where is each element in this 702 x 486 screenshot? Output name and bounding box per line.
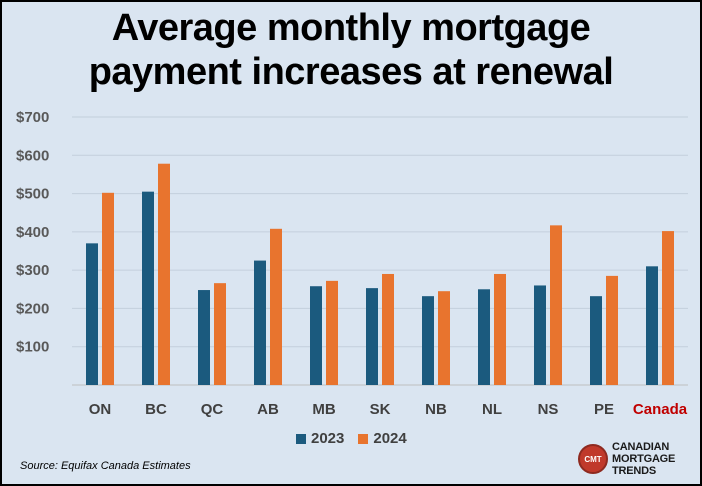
x-tick-label: AB	[257, 401, 279, 418]
x-tick-label: NL	[482, 401, 502, 418]
bar-2024-qc	[214, 283, 226, 385]
logo-line-3: TRENDS	[612, 465, 657, 477]
bar-2024-pe	[606, 275, 618, 385]
bar-2024-mb	[326, 280, 338, 385]
legend-item-2024: 2024	[358, 430, 407, 447]
bar-2023-canada	[646, 266, 658, 385]
bar-2023-bc	[142, 191, 154, 385]
y-tick-label: $600	[16, 147, 49, 164]
logo-wordmark: CANADIAN MORTGAGE TRENDS	[612, 441, 675, 477]
chart-title-line-2: payment increases at renewal	[88, 51, 614, 93]
legend-item-2023: 2023	[296, 430, 344, 447]
x-tick-label: Canada	[633, 401, 688, 418]
bar-2024-on	[102, 192, 114, 385]
logo-line-2: MORTGAGE	[612, 453, 676, 465]
x-tick-label: NS	[538, 401, 559, 418]
x-tick-label: MB	[312, 401, 335, 418]
bar-2024-canada	[662, 231, 674, 385]
house-logo-icon: CMT	[578, 444, 608, 474]
bar-2024-sk	[382, 273, 394, 385]
bar-2024-nl	[494, 273, 506, 385]
y-tick-label: $200	[16, 300, 49, 317]
x-tick-label: ON	[89, 401, 112, 418]
logo-line-1: CANADIAN	[612, 441, 670, 453]
bar-2023-ab	[254, 260, 266, 385]
x-tick-label: PE	[594, 401, 614, 418]
y-tick-label: $700	[16, 109, 49, 126]
bar-2023-qc	[198, 290, 210, 385]
legend-label-2023: 2023	[311, 430, 345, 447]
x-tick-label: NB	[425, 401, 447, 418]
y-tick-label: $500	[16, 186, 49, 203]
cmt-logo: CMT CANADIAN MORTGAGE TRENDS	[578, 440, 696, 480]
y-tick-label: $400	[16, 224, 49, 241]
legend-swatch-2024	[358, 433, 369, 444]
bar-2023-sk	[366, 288, 378, 385]
chart-title-line-1: Average monthly mortgage	[111, 7, 591, 49]
bar-2023-mb	[310, 286, 322, 385]
bar-2023-nl	[478, 289, 490, 385]
source-note: Source: Equifax Canada Estimates	[20, 460, 191, 472]
bar-2023-pe	[590, 296, 602, 385]
bar-2024-nb	[438, 291, 450, 385]
logo-mark-text: CMT	[584, 454, 602, 464]
x-tick-label: QC	[201, 401, 224, 418]
bar-2023-nb	[422, 296, 434, 385]
legend-swatch-2023	[296, 433, 306, 444]
y-tick-label: $100	[16, 339, 49, 356]
bar-2024-bc	[158, 163, 170, 385]
bar-2023-on	[86, 243, 98, 385]
bar-2023-ns	[534, 285, 546, 385]
x-tick-label: BC	[145, 401, 167, 418]
x-tick-label: SK	[370, 401, 391, 418]
bar-2024-ns	[550, 225, 562, 385]
chart-title: Average monthly mortgage payment increas…	[0, 6, 702, 94]
legend: 2023 2024	[296, 430, 421, 447]
legend-label-2024: 2024	[373, 430, 407, 447]
bar-2024-ab	[270, 228, 282, 385]
y-tick-label: $300	[16, 262, 49, 279]
